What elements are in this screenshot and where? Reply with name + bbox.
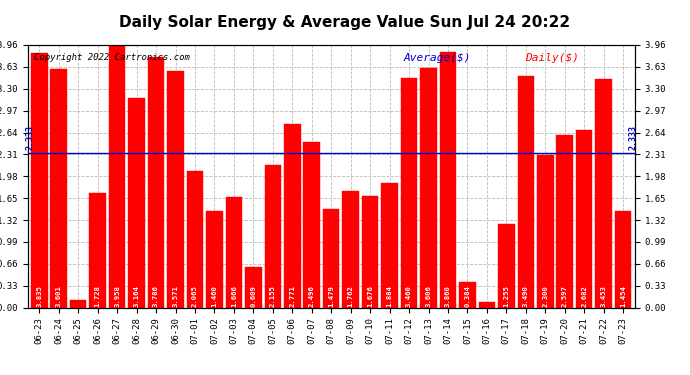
Bar	[479, 302, 495, 307]
Text: 2.682: 2.682	[581, 285, 587, 307]
Bar	[518, 76, 534, 308]
Bar	[245, 267, 262, 308]
Text: Daily Solar Energy & Average Value Sun Jul 24 20:22: Daily Solar Energy & Average Value Sun J…	[119, 15, 571, 30]
Text: 2.333: 2.333	[629, 124, 638, 150]
Text: 3.835: 3.835	[37, 285, 42, 307]
Bar	[595, 79, 612, 308]
Bar	[615, 211, 631, 308]
Bar	[304, 142, 320, 308]
Text: 1.676: 1.676	[367, 285, 373, 307]
Text: 3.571: 3.571	[172, 285, 179, 307]
Text: 1.884: 1.884	[386, 285, 393, 307]
Bar	[128, 98, 145, 308]
Bar	[148, 57, 164, 308]
Bar	[167, 71, 184, 308]
Text: 1.255: 1.255	[503, 285, 509, 307]
Bar	[342, 191, 359, 308]
Text: 1.454: 1.454	[620, 285, 626, 307]
Text: 3.786: 3.786	[153, 285, 159, 307]
Bar	[31, 53, 48, 307]
Text: 3.601: 3.601	[56, 285, 61, 307]
Text: 3.606: 3.606	[426, 285, 431, 307]
Bar	[109, 45, 126, 308]
Text: 0.384: 0.384	[464, 285, 471, 307]
Text: 3.958: 3.958	[114, 285, 120, 307]
Bar	[323, 210, 339, 308]
Text: 2.065: 2.065	[192, 285, 198, 307]
Bar	[90, 193, 106, 308]
Bar	[401, 78, 417, 308]
Text: 2.597: 2.597	[562, 285, 568, 307]
Bar	[459, 282, 475, 308]
Bar	[264, 165, 281, 308]
Text: 1.728: 1.728	[95, 285, 101, 307]
Text: 2.155: 2.155	[270, 285, 276, 307]
Bar	[226, 197, 242, 308]
Text: 3.453: 3.453	[601, 285, 607, 307]
Text: Copyright 2022 Cartronics.com: Copyright 2022 Cartronics.com	[34, 53, 190, 62]
Bar	[537, 155, 553, 308]
Text: 1.666: 1.666	[231, 285, 237, 307]
Bar	[362, 196, 378, 308]
Text: 2.771: 2.771	[289, 285, 295, 307]
Text: 1.460: 1.460	[211, 285, 217, 307]
Text: 1.479: 1.479	[328, 285, 334, 307]
Bar	[70, 300, 86, 307]
Text: Daily($): Daily($)	[526, 53, 580, 63]
Text: 2.300: 2.300	[542, 285, 549, 307]
Text: 1.762: 1.762	[348, 285, 354, 307]
Bar	[556, 135, 573, 308]
Bar	[420, 69, 437, 308]
Text: 3.490: 3.490	[523, 285, 529, 307]
Text: 3.460: 3.460	[406, 285, 412, 307]
Bar	[498, 224, 515, 308]
Text: 2.333: 2.333	[25, 124, 34, 150]
Text: 3.860: 3.860	[445, 285, 451, 307]
Bar	[440, 52, 456, 308]
Text: 0.609: 0.609	[250, 285, 257, 307]
Bar	[284, 124, 301, 308]
Text: 3.164: 3.164	[134, 285, 139, 307]
Bar	[206, 211, 223, 308]
Bar	[50, 69, 67, 308]
Text: 2.496: 2.496	[308, 285, 315, 307]
Bar	[382, 183, 398, 308]
Bar	[576, 130, 593, 308]
Bar	[187, 171, 204, 308]
Text: Average($): Average($)	[404, 53, 471, 63]
